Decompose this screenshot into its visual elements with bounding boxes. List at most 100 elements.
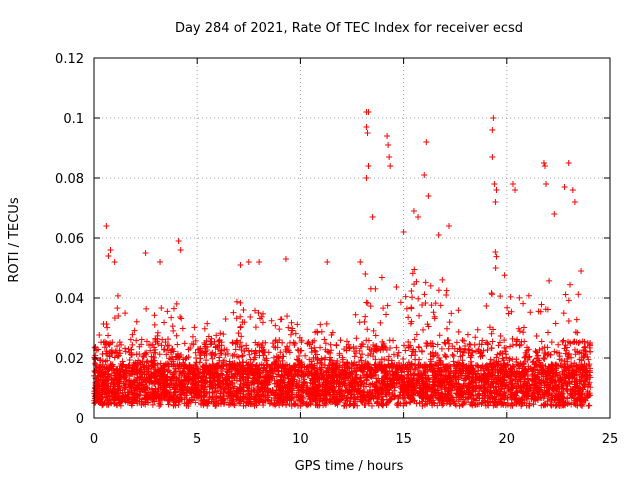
data-point: [173, 300, 180, 307]
data-point: [280, 353, 287, 360]
data-point: [286, 349, 293, 356]
data-point: [122, 310, 129, 317]
data-point: [209, 355, 216, 362]
data-point: [276, 326, 283, 333]
data-point: [138, 336, 145, 343]
data-point: [285, 324, 292, 331]
data-point: [493, 253, 500, 260]
data-point: [353, 335, 360, 342]
data-point: [151, 321, 158, 328]
data-point: [364, 299, 371, 306]
data-point: [345, 341, 352, 348]
data-point: [413, 331, 420, 338]
data-point: [136, 351, 143, 358]
data-point: [389, 371, 396, 378]
data-point: [562, 291, 569, 298]
data-point: [123, 376, 130, 383]
data-point: [183, 402, 190, 409]
data-point: [248, 348, 255, 355]
data-point: [375, 346, 382, 353]
data-point: [430, 309, 437, 316]
data-point: [468, 391, 475, 398]
data-point: [471, 341, 478, 348]
data-point: [520, 300, 527, 307]
data-point: [419, 301, 426, 308]
data-point: [134, 369, 141, 376]
data-point: [416, 356, 423, 363]
data-point: [398, 369, 405, 376]
data-point: [409, 294, 416, 301]
data-point: [114, 343, 121, 350]
data-point: [114, 292, 121, 299]
data-point: [488, 345, 495, 352]
data-point: [302, 352, 309, 359]
data-point: [545, 395, 552, 402]
data-point: [291, 401, 298, 408]
data-point: [420, 326, 427, 333]
data-point: [260, 352, 267, 359]
data-point: [546, 277, 553, 284]
data-point: [410, 381, 417, 388]
data-point: [434, 341, 441, 348]
data-point: [438, 345, 445, 352]
data-point: [161, 346, 168, 353]
data-point: [450, 358, 457, 365]
data-point: [411, 371, 418, 378]
data-point: [255, 309, 262, 316]
data-point: [241, 319, 248, 326]
data-point: [455, 307, 462, 314]
data-point: [169, 323, 176, 330]
data-point: [505, 310, 512, 317]
data-point: [109, 339, 116, 346]
data-point: [220, 331, 227, 338]
data-point: [313, 351, 320, 358]
data-point: [143, 351, 150, 358]
data-point: [488, 330, 495, 337]
data-point: [443, 287, 450, 294]
data-point: [373, 400, 380, 407]
data-point: [209, 389, 216, 396]
data-point: [173, 332, 180, 339]
data-point: [580, 347, 587, 354]
data-point: [504, 400, 511, 407]
data-point: [501, 337, 508, 344]
data-point: [496, 350, 503, 357]
data-point: [221, 386, 228, 393]
data-point: [585, 356, 592, 363]
data-point: [284, 313, 291, 320]
data-point: [560, 337, 567, 344]
data-point: [490, 326, 497, 333]
data-point: [411, 266, 418, 273]
data-point: [235, 353, 242, 360]
data-point: [402, 293, 409, 300]
data-point: [367, 285, 374, 292]
data-point: [538, 338, 545, 345]
data-point: [220, 392, 227, 399]
data-point: [96, 331, 103, 338]
data-point: [265, 349, 272, 356]
data-point: [213, 332, 220, 339]
data-point: [402, 347, 409, 354]
data-point: [233, 298, 240, 305]
data-point: [97, 356, 104, 363]
data-point: [240, 306, 247, 313]
data-point: [403, 305, 410, 312]
data-point: [204, 347, 211, 354]
data-point: [573, 316, 580, 323]
data-point: [197, 355, 204, 362]
data-point: [317, 344, 324, 351]
data-point: [506, 355, 513, 362]
data-point: [107, 362, 114, 369]
data-point: [443, 292, 450, 299]
data-point: [347, 344, 354, 351]
data-point: [139, 358, 146, 365]
data-point: [492, 265, 499, 272]
data-point: [438, 390, 445, 397]
data-point: [211, 338, 218, 345]
data-point: [435, 287, 442, 294]
data-point: [459, 337, 466, 344]
data-point: [288, 402, 295, 409]
data-point: [384, 302, 391, 309]
data-point: [574, 329, 581, 336]
data-point: [204, 320, 211, 327]
